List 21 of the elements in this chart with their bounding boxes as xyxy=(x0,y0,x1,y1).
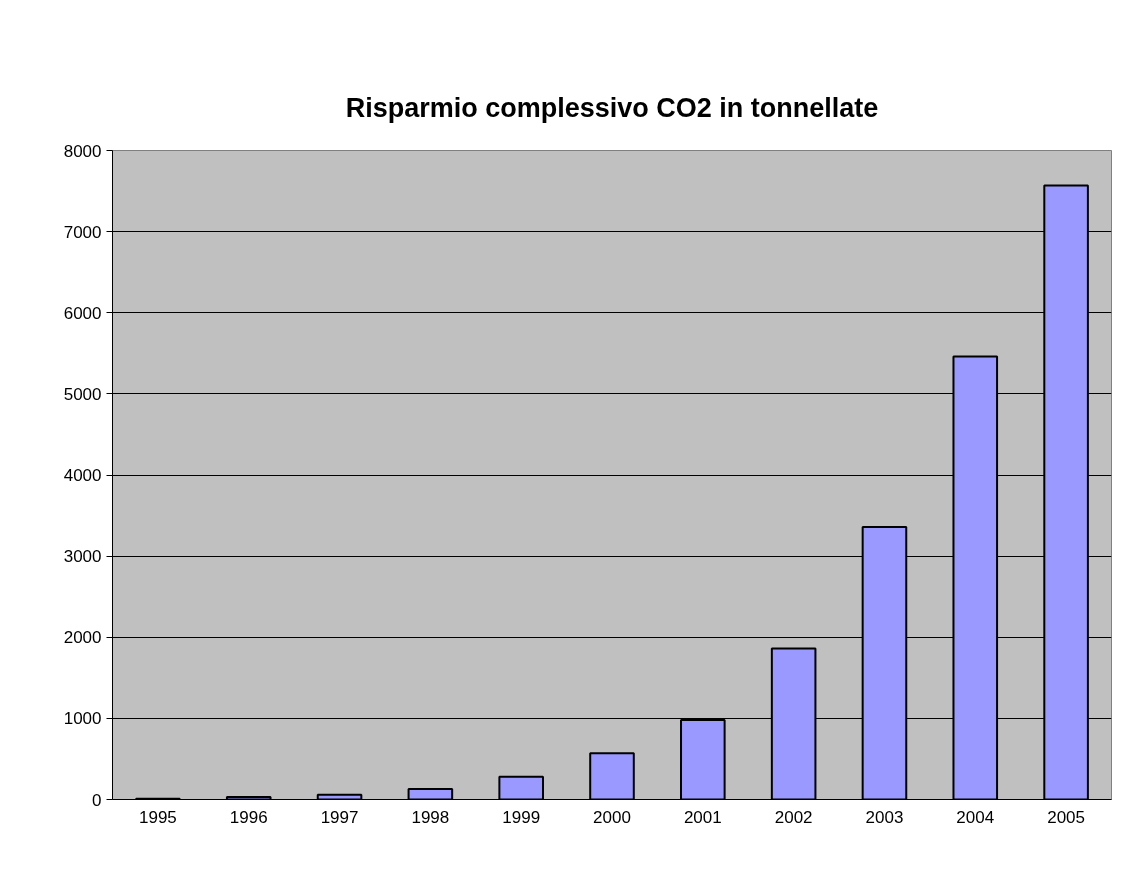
x-tick-label: 2003 xyxy=(865,807,904,827)
x-tick-label: 2005 xyxy=(1047,807,1086,827)
y-tick-label: 6000 xyxy=(63,303,102,323)
y-tick-label: 3000 xyxy=(63,547,102,567)
x-tick-label: 1999 xyxy=(502,807,541,827)
x-tick-label: 2002 xyxy=(774,807,813,827)
x-tick-label: 2000 xyxy=(593,807,631,827)
y-tick-label: 2000 xyxy=(63,628,102,648)
y-tick-label: 4000 xyxy=(63,466,102,485)
x-tick-label: 1998 xyxy=(411,807,450,827)
y-tick-label: 1000 xyxy=(63,709,102,729)
y-tick-label: 8000 xyxy=(63,141,102,161)
chart-title: Risparmio complessivo CO2 in tonnellate xyxy=(345,93,879,123)
x-tick-label: 2001 xyxy=(683,807,722,827)
x-tick-label: 1996 xyxy=(229,807,268,827)
y-tick-label: 5000 xyxy=(63,384,102,404)
y-tick-label: 7000 xyxy=(63,222,102,242)
x-tick-label: 1995 xyxy=(139,807,177,827)
y-tick-label: 0 xyxy=(92,790,102,810)
x-tick-label: 2004 xyxy=(956,807,995,827)
x-tick-label: 1997 xyxy=(320,807,359,827)
